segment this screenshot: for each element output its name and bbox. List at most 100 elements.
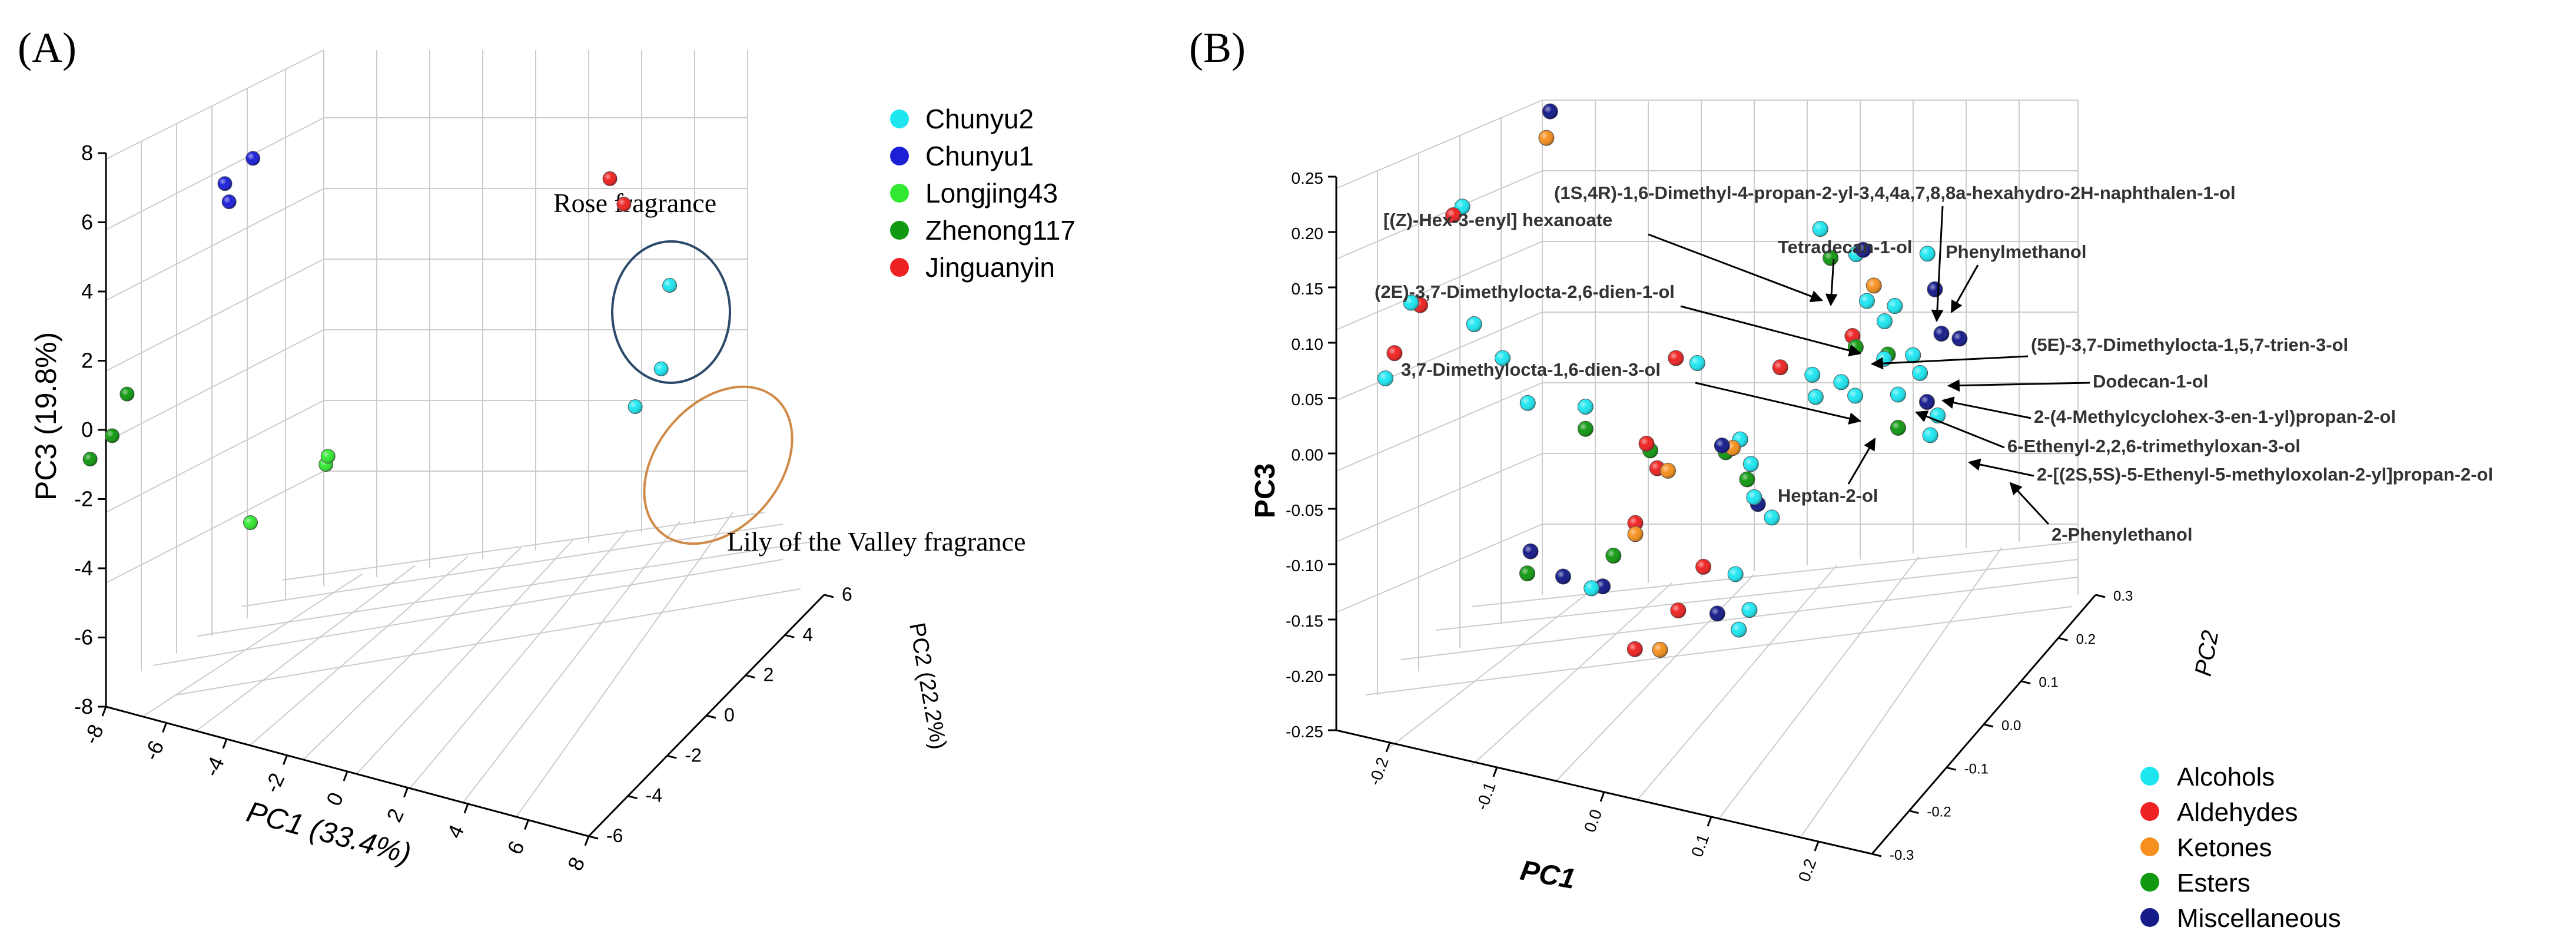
y-tick-mark	[1946, 766, 1957, 771]
data-point-aldehydes	[1386, 345, 1403, 362]
x-tick-mark	[1492, 767, 1498, 777]
y-tick-mark	[2058, 637, 2069, 641]
data-point-alcohols	[1764, 509, 1780, 526]
x-tick-mark	[1599, 791, 1605, 802]
z-tick-label: 0.05	[1292, 390, 1324, 409]
data-point-chunyu2	[628, 399, 643, 415]
x-tick-label: -2	[260, 769, 290, 796]
data-point-aldehydes	[1626, 641, 1643, 657]
data-point-alcohols	[1922, 427, 1938, 443]
data-point-alcohols	[1584, 580, 1600, 597]
x-tick-mark	[101, 706, 107, 717]
data-point-alcohols	[1890, 386, 1906, 403]
arrow-tetradecanol	[1825, 259, 1838, 307]
panel-a-points	[82, 151, 678, 530]
lily-fragrance-ellipse	[643, 385, 794, 545]
annotation-terpineol: 2-(4-Methylcyclohex-3-en-1-yl)propan-2-o…	[2034, 406, 2396, 427]
annotation-heptanol: Heptan-2-ol	[1778, 485, 1878, 506]
z-tick-label: -4	[74, 556, 93, 580]
panel-b-x-ticks: -0.2 -0.1 0.0 0.1 0.2	[1365, 742, 1820, 884]
x-tick-mark	[403, 787, 409, 798]
y-tick-mark	[2095, 594, 2106, 598]
panel-a-legend: Chunyu2 Chunyu1 Longjing43 Zhenong117 Ji…	[890, 104, 1075, 283]
arrow-phenylmethanol	[1950, 264, 1979, 313]
x-tick-label: -0.2	[1365, 755, 1392, 788]
arrow-hexenyl-hexanoate	[1648, 233, 1823, 303]
legend-label-esters: Esters	[2177, 869, 2250, 897]
z-tick-label: 8	[81, 141, 93, 165]
data-point-miscellaneous	[1555, 568, 1571, 585]
panel-b-label: (B)	[1189, 24, 1246, 71]
y-tick-label: -2	[685, 744, 701, 766]
y-tick-mark	[784, 634, 795, 638]
z-tick-label: -6	[74, 625, 93, 650]
data-point-aldehydes	[1695, 558, 1712, 575]
data-point-alcohols	[1905, 347, 1921, 363]
data-point-esters	[1890, 419, 1906, 436]
data-point-chunyu1	[217, 176, 233, 191]
data-point-miscellaneous	[1951, 330, 1968, 347]
z-tick-label: -0.25	[1286, 723, 1323, 741]
y-tick-label: -0.3	[1890, 847, 1914, 863]
legend-label-miscellaneous: Miscellaneous	[2177, 904, 2341, 933]
y-tick-label: -6	[606, 825, 623, 846]
data-point-jinguanyin	[616, 197, 632, 212]
lily-fragrance-label: Lily of the Valley fragrance	[727, 526, 1025, 557]
x-tick-label: -0.1	[1472, 780, 1499, 813]
panel-b: -0.25 -0.20 -0.15 -0.10 -0.05 0.00 0.05 0.10 0.1…	[1250, 100, 2493, 933]
arrow-trimethyloxanol	[1915, 410, 2005, 449]
panel-a: -8 -6 -4 -2 0 2 4 6 8 -8 -6 -4 -2 0 2 4 6 8 -6 -4 -2 0 2 4 6 P…	[29, 49, 1075, 874]
y-tick-label: 0.1	[2039, 675, 2058, 691]
data-point-ketones	[1865, 277, 1882, 294]
panel-b-axes	[1335, 177, 2097, 855]
legend-marker-zhenong117	[890, 221, 909, 240]
y-tick-mark	[628, 795, 638, 800]
data-point-chunyu1	[221, 194, 237, 210]
legend-marker-esters	[2140, 873, 2159, 892]
panel-b-y-axis-label: PC2	[2190, 628, 2224, 678]
data-point-miscellaneous	[1714, 438, 1730, 454]
data-point-miscellaneous	[1709, 605, 1725, 622]
y-tick-label: -4	[646, 785, 662, 806]
data-point-miscellaneous	[1918, 394, 1935, 410]
data-point-alcohols	[1807, 389, 1824, 405]
y-tick-label: -0.1	[1964, 761, 1989, 777]
z-tick-label: 0	[81, 418, 93, 442]
data-point-alcohols	[1495, 350, 1511, 366]
annotation-tetradecanol: Tetradecan-1-ol	[1778, 237, 1913, 257]
panel-b-x-axis-label: PC1	[1518, 855, 1578, 895]
legend-marker-longjing43	[890, 184, 909, 203]
arrow-geraniol	[1680, 305, 1862, 357]
y-tick-mark	[1908, 810, 1919, 814]
z-tick-label: -0.05	[1286, 501, 1323, 519]
x-tick-mark	[524, 819, 529, 830]
x-tick-mark	[463, 803, 469, 814]
data-point-alcohols	[1577, 399, 1594, 415]
legend-marker-ketones	[2140, 837, 2159, 856]
z-tick-label: 0.25	[1292, 169, 1324, 187]
arrow-heptanol	[1847, 438, 1876, 485]
panel-b-annotations: (1S,4R)-1,6-Dimethyl-4-propan-2-yl-3,4,4…	[1375, 183, 2493, 545]
x-tick-label: 0.2	[1795, 856, 1820, 884]
y-tick-mark	[1871, 853, 1882, 857]
arrow-phenylethanol	[2009, 482, 2050, 525]
annotation-geraniol: (2E)-3,7-Dimethylocta-2,6-dien-1-ol	[1375, 281, 1675, 302]
x-tick-label: 8	[563, 853, 590, 874]
panel-a-grid	[105, 49, 813, 819]
z-tick-label: 2	[81, 349, 93, 373]
annotation-linalool-oxide: 2-[(2S,5S)-5-Ethenyl-5-methyloxolan-2-yl…	[2037, 464, 2493, 485]
legend-marker-chunyu1	[890, 147, 909, 165]
x-tick-label: 6	[502, 837, 529, 857]
x-tick-mark	[1385, 742, 1391, 753]
y-tick-mark	[1983, 723, 1994, 728]
rose-fragrance-label: Rose fragrance	[553, 188, 716, 218]
legend-label-zhenong117: Zhenong117	[925, 215, 1075, 246]
data-point-alcohols	[1731, 621, 1747, 638]
y-tick-label: 0.0	[2001, 718, 2021, 734]
legend-label-chunyu1: Chunyu1	[925, 141, 1034, 171]
x-tick-mark	[584, 836, 590, 846]
arrow-naphthalenol	[1931, 206, 1944, 323]
data-point-esters	[1739, 471, 1755, 488]
annotation-phenylmethanol: Phenylmethanol	[1946, 241, 2086, 262]
